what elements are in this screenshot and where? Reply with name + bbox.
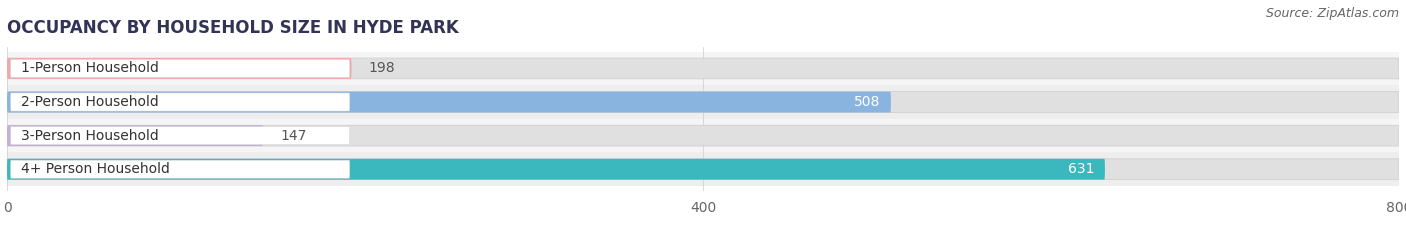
Text: 198: 198 (368, 62, 395, 75)
Text: 147: 147 (280, 129, 307, 143)
Text: 2-Person Household: 2-Person Household (21, 95, 159, 109)
FancyBboxPatch shape (7, 92, 1399, 113)
Text: 508: 508 (853, 95, 880, 109)
Text: OCCUPANCY BY HOUSEHOLD SIZE IN HYDE PARK: OCCUPANCY BY HOUSEHOLD SIZE IN HYDE PARK (7, 19, 458, 37)
Bar (7, 119, 1399, 152)
FancyBboxPatch shape (10, 59, 350, 78)
Text: 631: 631 (1069, 162, 1094, 176)
FancyBboxPatch shape (7, 125, 1399, 146)
FancyBboxPatch shape (7, 92, 891, 113)
Bar (7, 52, 1399, 85)
FancyBboxPatch shape (7, 125, 263, 146)
FancyBboxPatch shape (7, 159, 1105, 180)
FancyBboxPatch shape (10, 160, 350, 178)
Text: Source: ZipAtlas.com: Source: ZipAtlas.com (1265, 7, 1399, 20)
FancyBboxPatch shape (7, 58, 1399, 79)
Text: 3-Person Household: 3-Person Household (21, 129, 159, 143)
Text: 1-Person Household: 1-Person Household (21, 62, 159, 75)
FancyBboxPatch shape (7, 159, 1399, 180)
FancyBboxPatch shape (10, 93, 350, 111)
Bar (7, 85, 1399, 119)
Bar (7, 152, 1399, 186)
FancyBboxPatch shape (10, 127, 350, 145)
FancyBboxPatch shape (7, 58, 351, 79)
Text: 4+ Person Household: 4+ Person Household (21, 162, 170, 176)
